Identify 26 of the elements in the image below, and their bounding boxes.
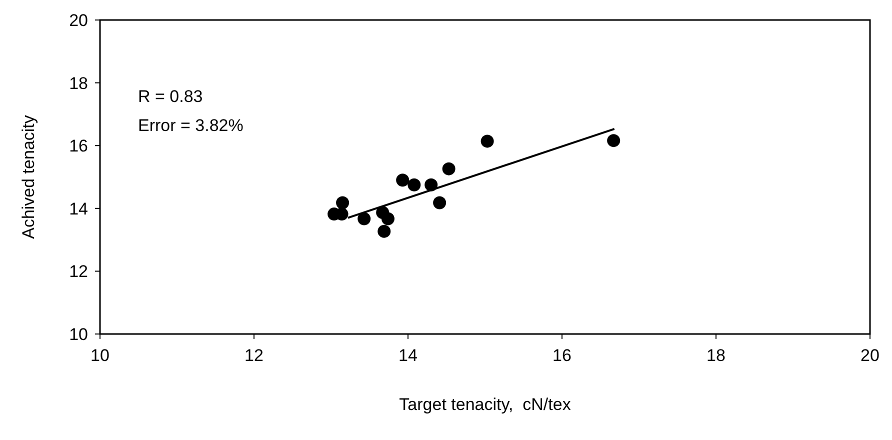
x-tick-label: 20 — [860, 346, 880, 365]
y-tick-label: 16 — [69, 136, 88, 156]
annotation: Error = 3.82% — [138, 116, 244, 135]
x-axis-title: Target tenacity, cN/tex — [399, 395, 572, 414]
point — [396, 174, 410, 187]
point — [607, 134, 620, 148]
point — [408, 178, 421, 192]
y-tick-label: 12 — [69, 262, 88, 282]
point — [433, 196, 446, 210]
x-tick-label: 16 — [552, 346, 572, 365]
point — [442, 162, 456, 176]
point — [480, 134, 494, 148]
x-tick-label: 12 — [244, 346, 264, 365]
y-tick-label: 10 — [69, 325, 88, 344]
y-axis-title: Achived tenacity — [19, 114, 38, 239]
y-tick-label: 14 — [69, 199, 88, 218]
y-tick-label: 18 — [69, 74, 88, 93]
point — [381, 212, 394, 226]
x-tick-label: 18 — [706, 346, 726, 365]
x-tick-label: 10 — [90, 346, 110, 365]
y-tick-label: 20 — [69, 11, 88, 30]
point — [336, 196, 350, 210]
x-tick-label: 14 — [398, 346, 418, 365]
point — [378, 224, 391, 238]
point — [358, 212, 371, 226]
annotation: R = 0.83 — [138, 87, 203, 106]
